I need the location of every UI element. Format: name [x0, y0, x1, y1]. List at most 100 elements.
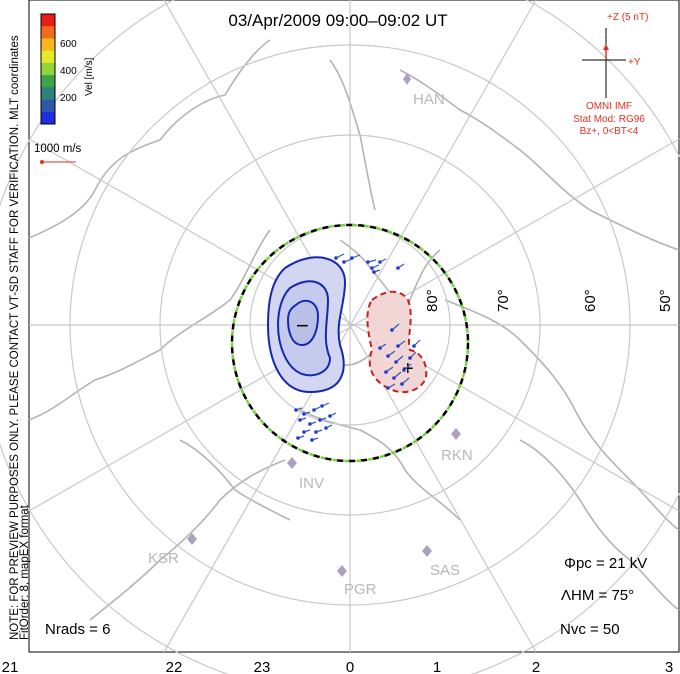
station-han[interactable]: HAN: [403, 73, 445, 108]
station-inv[interactable]: INV: [287, 457, 324, 492]
vector-line: [303, 411, 311, 415]
reference-vector: 1000 m/s: [34, 143, 82, 164]
colorbar-cell: [41, 75, 55, 88]
latitude-labels: 80° 70° 60° 50°: [424, 289, 674, 312]
map-statistics: Φpc = 21 kV ΛHM = 75° Nvc = 50 Nrads = 6: [45, 555, 647, 638]
vector-line: [373, 269, 381, 273]
vector-line: [351, 254, 361, 259]
vector-line: [313, 406, 321, 411]
reference-vector-dot: [40, 160, 44, 164]
colorbar-cell: [41, 111, 55, 125]
coastlines: [28, 39, 680, 621]
colorbar-cell: [41, 87, 55, 100]
station-sas-marker: [422, 545, 432, 557]
vector-line: [319, 417, 327, 421]
vector-line: [297, 435, 305, 439]
mlt-label-23: 23: [254, 659, 271, 674]
vector-line: [395, 355, 404, 363]
mlt-meridians: [28, 0, 680, 653]
vector-line: [325, 424, 333, 429]
station-han-marker: [403, 73, 411, 85]
plot-frame: [28, 0, 680, 653]
imf-scale-label: +Z (5 nT): [607, 12, 648, 23]
imf-stat-model: Stat Mod: RG96: [573, 114, 645, 125]
latitude-label-60: 60°: [582, 289, 599, 312]
vector-line: [387, 383, 396, 389]
imf-y-label: +Y: [628, 57, 641, 68]
mlt-label-2: 2: [532, 659, 540, 674]
colorbar-cell: [41, 99, 55, 113]
vector-line: [385, 366, 394, 373]
negative-cell-contour-3: [286, 299, 320, 347]
imf-source: OMNI IMF: [586, 101, 632, 112]
vector-line: [303, 429, 311, 433]
vector-line: [393, 371, 402, 379]
vector-line: [397, 340, 406, 347]
colorbar-frame: [40, 13, 56, 125]
hm-boundary-latitude: ΛHM = 75°: [561, 587, 634, 604]
latitude-label-50: 50°: [657, 289, 674, 312]
map-title: 03/Apr/2009 09:00–09:02 UT: [228, 11, 447, 30]
preview-note: NOTE: FOR PREVIEW PURPOSES ONLY. PLEASE …: [9, 124, 21, 640]
imf-dial: +Z (5 nT) +Y OMNI IMF Stat Mod: RG96 Bz+…: [573, 12, 648, 137]
vector-line: [367, 259, 377, 263]
station-han-label: HAN: [413, 91, 445, 108]
station-sas[interactable]: SAS: [422, 545, 460, 579]
station-rkn-label: RKN: [441, 447, 473, 464]
vector-line: [379, 343, 387, 349]
latitude-label-70: 70°: [495, 289, 512, 312]
vector-line: [387, 350, 396, 357]
positive-convection-cell: +: [366, 290, 428, 394]
positive-cell-symbol: +: [402, 358, 414, 380]
heppner-maynard-boundary-green: [230, 223, 470, 463]
station-markers: HAN RKN INV KSR SAS PGR: [148, 73, 473, 598]
colorbar-cell: [41, 62, 55, 76]
vector-line: [299, 417, 307, 421]
station-rkn-marker: [451, 428, 461, 440]
colorbar-cell: [41, 38, 55, 51]
mlt-label-21: 21: [2, 659, 19, 674]
vector-line: [311, 437, 319, 441]
vector-line: [391, 323, 400, 331]
colorbar-label: Vel [m/s]: [84, 57, 95, 96]
radar-count: Nrads = 6: [45, 621, 110, 638]
colorbar-cell: [41, 50, 55, 64]
imf-vector-head: [603, 44, 609, 50]
vector-line: [397, 263, 405, 269]
station-ksr[interactable]: KSR: [148, 533, 197, 567]
station-pgr[interactable]: PGR: [337, 565, 377, 598]
negative-convection-cell: −: [266, 256, 347, 394]
station-ksr-marker: [187, 533, 197, 545]
vector-line: [409, 351, 417, 359]
station-ksr-label: KSR: [148, 550, 179, 567]
colorbar-cells: [41, 14, 55, 125]
mlt-label-22: 22: [166, 659, 183, 674]
mlt-label-0: 0: [346, 659, 354, 674]
vector-line: [309, 421, 317, 425]
reference-vector-label: 1000 m/s: [34, 143, 82, 155]
station-pgr-marker: [337, 565, 347, 577]
vector-line: [315, 429, 323, 433]
station-sas-label: SAS: [430, 562, 460, 579]
vector-line: [329, 412, 337, 417]
colorbar-tick-200: 200: [60, 93, 77, 104]
latitude-label-80: 80°: [424, 289, 441, 312]
cross-polar-cap-potential: Φpc = 21 kV: [564, 555, 647, 572]
vector-line: [403, 363, 412, 371]
vector-line: [371, 264, 380, 269]
station-pgr-label: PGR: [344, 581, 377, 598]
vector-line: [321, 402, 330, 407]
colorbar-tick-600: 600: [60, 39, 77, 50]
fit-order-note: FitOrder: 8, mapEX format: [19, 504, 31, 640]
positive-cell-fill: [366, 290, 428, 394]
velocity-colorbar: 600 400 200 Vel [m/s]: [40, 13, 95, 125]
colorbar-cell: [41, 26, 55, 39]
station-rkn[interactable]: RKN: [441, 428, 473, 464]
mlt-label-1: 1: [433, 659, 441, 674]
vector-line: [379, 258, 387, 263]
colorbar-tick-400: 400: [60, 66, 77, 77]
vector-line: [343, 258, 353, 263]
velocity-vectors: [294, 253, 421, 442]
